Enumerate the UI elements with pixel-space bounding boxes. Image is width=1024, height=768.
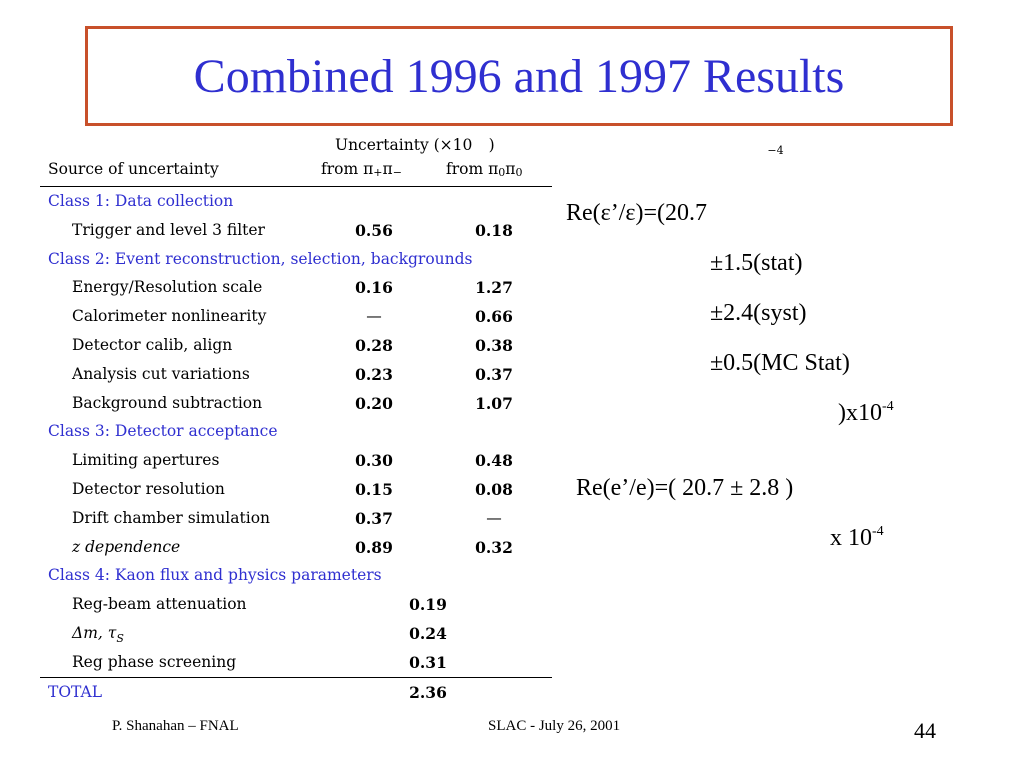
result-line: ±2.4(syst) [710,300,807,326]
row-label: Reg-beam attenuation [72,595,247,614]
row-label: Δm, τS [72,623,124,646]
value-charged: 0.28 [355,335,393,355]
value-charged: 0.37 [355,508,393,528]
row-label: Detector resolution [72,479,225,498]
row-label: Background subtraction [72,393,263,412]
result-line: x 10-4 [830,524,884,551]
table-row: Background subtraction 0.20 1.07 [40,389,552,418]
table-row: Analysis cut variations 0.23 0.37 [40,360,552,389]
class-label: Class 4: Kaon flux and physics parameter… [48,566,382,585]
slide-title: Combined 1996 and 1997 Results [193,49,845,103]
header-col-neutral: from π0π0 [446,160,523,179]
result-line: Re(e’/e)=( 20.7 ± 2.8 ) [576,475,794,501]
total-label: TOTAL [48,682,103,701]
table-column-headers: Source of uncertainty from π+π− from π0π… [40,158,552,187]
row-label: Reg phase screening [72,652,237,671]
row-label: Calorimeter nonlinearity [72,307,267,326]
value-charged: 0.56 [355,220,393,240]
row-label: Drift chamber simulation [72,508,271,527]
footer-event: SLAC - July 26, 2001 [488,718,621,734]
header-col-charged: from π+π− [321,160,402,179]
uncertainty-table: Uncertainty (×10 −4) Source of uncertaint… [40,132,784,707]
value-neutral: 0.38 [475,335,513,355]
value-neutral: 0.08 [475,479,513,499]
value-neutral: 0.37 [475,364,513,384]
class-label: Class 3: Detector acceptance [48,422,278,441]
title-box: Combined 1996 and 1997 Results [85,26,953,126]
row-label: z dependence [72,537,181,556]
result-line: Re(ε’/ε)=(20.7 [566,200,707,226]
value-charged: 0.20 [355,393,393,413]
header-source: Source of uncertainty [48,160,219,178]
table-row: Energy/Resolution scale 0.16 1.27 [40,273,552,302]
class-label: Class 2: Event reconstruction, selection… [48,249,473,268]
total-value: 2.36 [409,682,447,702]
total-row: TOTAL 2.36 [40,676,552,707]
table-header-group: Uncertainty (×10 −4) [40,132,784,158]
value-charged: 0.23 [355,364,393,384]
table-row: Limiting apertures 0.30 0.48 [40,446,552,475]
page-number: 44 [914,718,936,743]
value-combined: 0.24 [409,623,447,643]
value-charged: 0.89 [355,537,393,557]
class-row: Class 2: Event reconstruction, selection… [40,245,552,274]
table-row: Reg phase screening 0.31 [40,648,552,677]
class-row: Class 1: Data collection [40,187,552,216]
value-neutral: 0.18 [475,220,513,240]
value-neutral: 1.27 [475,278,513,298]
value-combined: 0.19 [409,595,447,615]
row-label: Energy/Resolution scale [72,278,263,297]
value-neutral: 1.07 [475,393,513,413]
value-charged: — [366,307,382,326]
value-neutral: — [486,508,502,527]
class-label: Class 1: Data collection [48,192,234,210]
table-row: Reg-beam attenuation 0.19 [40,590,552,619]
row-label: Trigger and level 3 filter [72,220,265,239]
row-label: Limiting apertures [72,451,220,470]
table-row: Δm, τS 0.24 [40,619,552,648]
result-line: )x10-4 [838,399,894,426]
value-charged: 0.15 [355,479,393,499]
table-row: z dependence 0.89 0.32 [40,533,552,562]
table-row: Detector calib, align 0.28 0.38 [40,331,552,360]
header-uncertainty: Uncertainty (×10 −4) [335,136,784,157]
result-line: ±0.5(MC Stat) [710,350,850,376]
class-row: Class 3: Detector acceptance [40,417,552,446]
table-row: Detector resolution 0.15 0.08 [40,475,552,504]
value-combined: 0.31 [409,652,447,672]
value-charged: 0.30 [355,451,393,471]
value-neutral: 0.32 [475,537,513,557]
table-row: Trigger and level 3 filter 0.56 0.18 [40,216,552,245]
footer-author: P. Shanahan – FNAL [112,718,239,734]
table-row: Drift chamber simulation 0.37 — [40,504,552,533]
class-row: Class 4: Kaon flux and physics parameter… [40,561,552,590]
value-charged: 0.16 [355,278,393,298]
row-label: Analysis cut variations [72,364,250,383]
value-neutral: 0.48 [475,451,513,471]
result-line: ±1.5(stat) [710,250,803,276]
row-label: Detector calib, align [72,335,233,354]
table-row: Calorimeter nonlinearity — 0.66 [40,302,552,331]
value-neutral: 0.66 [475,307,513,327]
